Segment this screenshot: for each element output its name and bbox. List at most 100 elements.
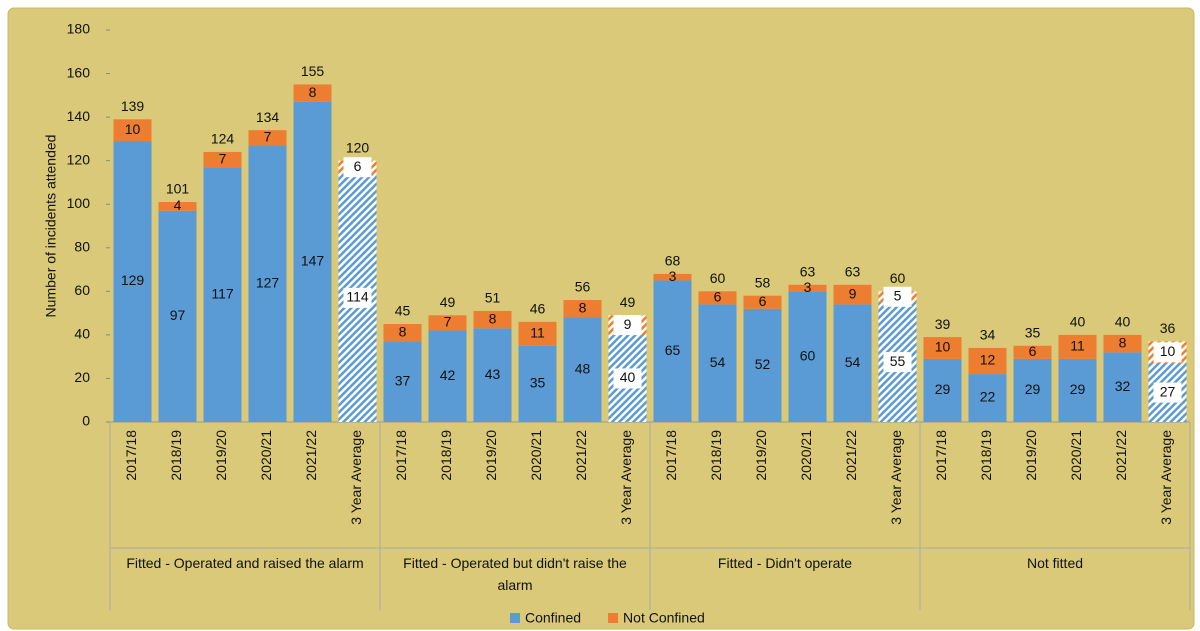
bar-segment bbox=[203, 151, 242, 168]
bar-segment bbox=[113, 119, 152, 142]
total-label: 101 bbox=[166, 181, 190, 197]
label-box bbox=[1153, 342, 1182, 363]
bar-segment bbox=[1013, 345, 1052, 359]
y-tick-label: 100 bbox=[67, 195, 91, 211]
y-axis-label: Number of incidents attended bbox=[43, 135, 59, 318]
total-label: 45 bbox=[395, 303, 411, 319]
legend-swatch bbox=[510, 613, 520, 623]
data-label: 52 bbox=[755, 356, 771, 372]
bar-segment bbox=[248, 145, 287, 422]
bar-segment bbox=[248, 130, 287, 146]
x-tick-label: 2021/22 bbox=[1113, 430, 1129, 481]
data-label: 29 bbox=[1025, 381, 1041, 397]
data-label: 6 bbox=[714, 289, 722, 305]
bar-segment bbox=[1058, 334, 1097, 359]
x-tick-label: 2021/22 bbox=[303, 430, 319, 481]
bar-segment bbox=[698, 291, 737, 305]
bar-segment bbox=[293, 101, 332, 422]
data-label: 7 bbox=[444, 314, 452, 330]
data-label: 54 bbox=[710, 354, 726, 370]
data-label: 127 bbox=[256, 274, 280, 290]
bar-segment bbox=[743, 295, 782, 309]
bar-segment bbox=[473, 328, 512, 422]
bar-segment bbox=[698, 304, 737, 422]
data-label: 11 bbox=[1070, 338, 1085, 354]
data-label: 8 bbox=[399, 323, 407, 339]
y-tick-label: 0 bbox=[82, 413, 90, 429]
bar-segment bbox=[968, 347, 1007, 375]
total-label: 60 bbox=[710, 270, 726, 286]
data-label: 7 bbox=[264, 129, 272, 145]
data-label: 5 bbox=[894, 287, 902, 303]
data-label: 9 bbox=[849, 285, 857, 301]
total-label: 63 bbox=[845, 264, 861, 280]
x-tick-label: 2020/21 bbox=[528, 430, 544, 481]
bar-segment bbox=[788, 284, 827, 292]
y-tick-label: 40 bbox=[74, 326, 90, 342]
total-label: 46 bbox=[530, 301, 546, 317]
data-label: 6 bbox=[354, 158, 362, 174]
label-box bbox=[1153, 382, 1182, 403]
x-tick-label: 3 Year Average bbox=[1158, 430, 1174, 525]
x-tick-label: 2020/21 bbox=[1068, 430, 1084, 481]
bar-segment bbox=[1013, 358, 1052, 422]
x-tick-label: 2017/18 bbox=[123, 430, 139, 481]
data-label: 32 bbox=[1115, 378, 1131, 394]
x-tick-label: 2018/19 bbox=[708, 430, 724, 481]
bar-segment bbox=[113, 141, 152, 423]
bar-segment bbox=[1058, 358, 1097, 422]
data-label: 22 bbox=[980, 389, 996, 405]
bar-segment bbox=[563, 317, 602, 422]
label-box bbox=[343, 157, 372, 178]
total-label: 58 bbox=[755, 274, 771, 290]
label-box bbox=[883, 286, 912, 307]
data-label: 43 bbox=[485, 366, 501, 382]
x-tick-label: 2021/22 bbox=[843, 430, 859, 481]
data-label: 65 bbox=[665, 342, 681, 358]
data-label: 3 bbox=[804, 279, 812, 295]
data-label: 10 bbox=[935, 339, 951, 355]
y-tick-label: 60 bbox=[74, 282, 90, 298]
data-label: 42 bbox=[440, 367, 456, 383]
bar-segment bbox=[1103, 334, 1142, 353]
group-label: Not fitted bbox=[1026, 555, 1084, 571]
data-label: 8 bbox=[489, 310, 497, 326]
total-label: 56 bbox=[575, 279, 591, 295]
total-label: 60 bbox=[890, 270, 906, 286]
data-label: 117 bbox=[211, 285, 234, 301]
legend-label: Confined bbox=[525, 610, 581, 626]
x-tick-label: 2019/20 bbox=[1023, 430, 1039, 481]
label-box bbox=[613, 368, 642, 389]
bar-segment bbox=[518, 345, 557, 422]
bar-segment bbox=[428, 330, 467, 422]
total-label: 51 bbox=[485, 290, 501, 306]
total-label: 68 bbox=[665, 253, 681, 269]
x-tick-label: 2017/18 bbox=[933, 430, 949, 481]
data-label: 10 bbox=[125, 121, 141, 137]
x-tick-label: 3 Year Average bbox=[348, 430, 364, 525]
data-label: 55 bbox=[890, 353, 906, 369]
data-label: 8 bbox=[1119, 334, 1127, 350]
legend-label: Not Confined bbox=[623, 610, 705, 626]
y-tick-label: 20 bbox=[74, 369, 90, 385]
group-label: Fitted - Operated and raised the alarm bbox=[126, 555, 364, 571]
total-label: 139 bbox=[121, 98, 145, 114]
data-label: 37 bbox=[395, 372, 411, 388]
bar-segment bbox=[653, 273, 692, 281]
total-label: 49 bbox=[620, 294, 636, 310]
x-tick-label: 3 Year Average bbox=[888, 430, 904, 525]
bar-segment bbox=[653, 280, 692, 422]
group-label: Fitted - Didn't operate bbox=[717, 555, 853, 571]
data-label: 97 bbox=[170, 307, 186, 323]
data-label: 8 bbox=[309, 84, 317, 100]
data-label: 48 bbox=[575, 360, 591, 376]
bar-segment bbox=[293, 84, 332, 102]
bar-segment bbox=[923, 337, 962, 359]
bar-segment bbox=[158, 202, 197, 211]
data-label: 114 bbox=[346, 289, 369, 305]
data-label: 9 bbox=[624, 316, 632, 332]
x-tick-label: 2020/21 bbox=[258, 430, 274, 481]
label-box bbox=[613, 315, 642, 336]
